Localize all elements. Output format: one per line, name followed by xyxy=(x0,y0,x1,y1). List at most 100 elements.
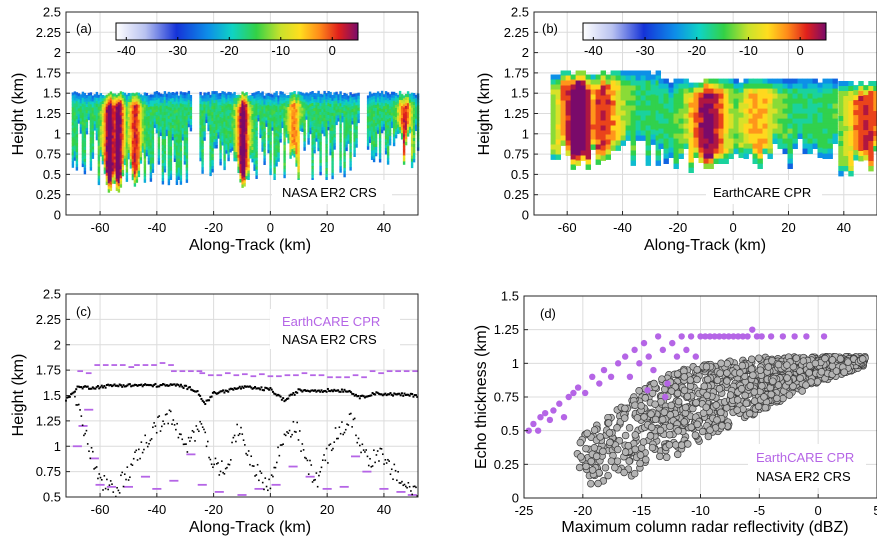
reflectivity-cell xyxy=(635,110,641,116)
reflectivity-cell xyxy=(205,98,208,103)
reflectivity-cell xyxy=(199,145,202,150)
reflectivity-cell xyxy=(550,129,556,135)
reflectivity-cell xyxy=(223,139,226,144)
reflectivity-cell xyxy=(151,130,155,134)
reflectivity-cell xyxy=(339,124,342,128)
reflectivity-cell xyxy=(265,99,268,103)
reflectivity-cell xyxy=(339,157,342,161)
reflectivity-cell xyxy=(404,141,408,146)
reflectivity-cell xyxy=(767,113,773,119)
reflectivity-cell xyxy=(317,147,320,152)
reflectivity-cell xyxy=(95,109,99,114)
reflectivity-cell xyxy=(388,136,392,140)
reflectivity-cell xyxy=(135,101,139,105)
reflectivity-cell xyxy=(277,152,280,156)
reflectivity-cell xyxy=(215,142,218,146)
reflectivity-cell xyxy=(812,78,818,84)
reflectivity-cell xyxy=(175,121,179,125)
reflectivity-cell xyxy=(259,92,262,97)
reflectivity-cell xyxy=(600,70,606,76)
reflectivity-cell xyxy=(157,110,161,114)
reflectivity-cell xyxy=(185,155,189,159)
reflectivity-cell xyxy=(325,168,328,172)
reflectivity-cell xyxy=(105,115,109,120)
reflectivity-cell xyxy=(388,103,392,107)
reflectivity-cell xyxy=(217,111,220,115)
reflectivity-cell xyxy=(143,164,147,168)
reflectivity-cell xyxy=(113,144,117,148)
reflectivity-cell xyxy=(165,120,169,125)
reflectivity-cell xyxy=(149,106,153,110)
reflectivity-cell xyxy=(550,84,556,90)
reflectivity-cell xyxy=(259,122,262,127)
reflectivity-cell xyxy=(347,125,350,129)
reflectivity-cell xyxy=(103,95,107,99)
reflectivity-cell xyxy=(347,128,350,132)
reflectivity-cell xyxy=(838,116,844,122)
reflectivity-cell xyxy=(863,140,869,146)
reflectivity-cell xyxy=(762,93,768,99)
reflectivity-cell xyxy=(575,155,581,161)
reflectivity-cell xyxy=(698,92,704,98)
reflectivity-cell xyxy=(225,147,228,151)
reflectivity-cell xyxy=(370,126,374,130)
reflectivity-cell xyxy=(107,111,111,115)
reflectivity-cell xyxy=(207,127,210,132)
reflectivity-cell xyxy=(71,125,75,129)
reflectivity-cell xyxy=(303,120,306,124)
colorbar-tick-label: -20 xyxy=(220,43,239,58)
reflectivity-cell xyxy=(113,138,117,142)
reflectivity-cell xyxy=(239,104,242,108)
reflectivity-cell xyxy=(832,133,838,139)
reflectivity-cell xyxy=(555,89,561,95)
reflectivity-cell xyxy=(231,93,234,97)
reflectivity-cell xyxy=(600,85,606,91)
reflectivity-cell xyxy=(131,92,135,97)
reflectivity-cell xyxy=(412,147,416,151)
reflectivity-cell xyxy=(289,107,292,111)
reflectivity-cell xyxy=(333,137,336,141)
reflectivity-cell xyxy=(231,114,234,118)
reflectivity-cell xyxy=(231,141,234,145)
reflectivity-cell xyxy=(119,145,123,149)
reflectivity-cell xyxy=(167,148,171,153)
reflectivity-cell xyxy=(73,124,77,128)
reflectivity-cell xyxy=(81,112,85,117)
reflectivity-cell xyxy=(782,103,788,109)
reflectivity-cell xyxy=(289,134,292,138)
reflectivity-cell xyxy=(327,115,330,119)
reflectivity-cell xyxy=(179,157,183,161)
reflectivity-cell xyxy=(133,138,137,142)
reflectivity-cell xyxy=(683,138,689,144)
reflectivity-cell xyxy=(277,125,280,129)
reflectivity-cell xyxy=(378,132,382,136)
er2-base-dot xyxy=(102,489,104,491)
reflectivity-cell xyxy=(303,114,306,118)
reflectivity-cell xyxy=(255,130,258,134)
reflectivity-cell xyxy=(291,119,294,123)
reflectivity-cell xyxy=(241,151,244,155)
reflectivity-cell xyxy=(655,90,661,96)
reflectivity-cell xyxy=(319,135,322,140)
reflectivity-cell xyxy=(335,91,338,96)
reflectivity-cell xyxy=(117,147,121,151)
er2-base-dot xyxy=(163,423,166,425)
reflectivity-cell xyxy=(610,95,616,101)
reflectivity-cell xyxy=(223,154,226,159)
reflectivity-cell xyxy=(295,145,298,149)
reflectivity-cell xyxy=(412,135,416,139)
reflectivity-cell xyxy=(119,157,123,161)
reflectivity-cell xyxy=(555,74,561,80)
reflectivity-cell xyxy=(131,164,135,169)
reflectivity-cell xyxy=(349,155,352,159)
reflectivity-cell xyxy=(151,100,155,104)
reflectivity-cell xyxy=(374,122,378,127)
reflectivity-cell xyxy=(183,101,187,105)
reflectivity-cell xyxy=(127,93,131,97)
reflectivity-cell xyxy=(267,98,270,103)
reflectivity-cell xyxy=(412,126,416,130)
reflectivity-cell xyxy=(147,122,151,126)
reflectivity-cell xyxy=(179,154,183,158)
reflectivity-cell xyxy=(133,135,137,139)
reflectivity-cell xyxy=(366,113,370,117)
